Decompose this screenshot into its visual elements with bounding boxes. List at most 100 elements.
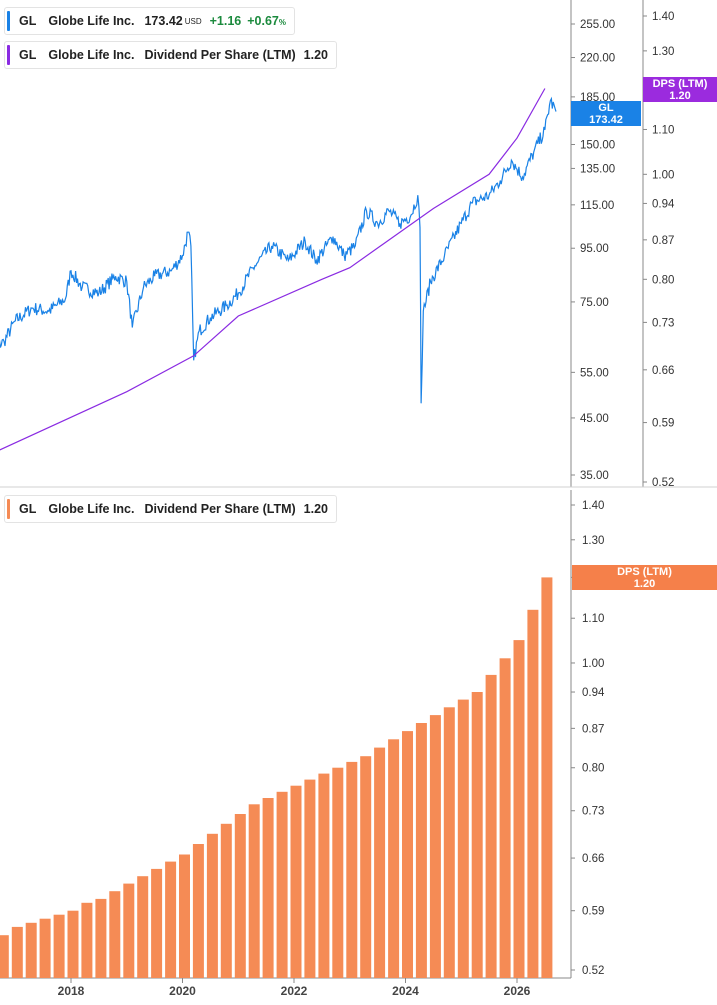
price-tick-label: 220.00: [580, 53, 615, 65]
dps-bar: [192, 844, 204, 978]
dps-bar: [262, 798, 274, 978]
dps-bottom-tick-label: 1.30: [582, 535, 604, 547]
price-tick-label: 95.00: [580, 243, 609, 255]
dps-bar: [53, 914, 65, 978]
legend-metric: Dividend Per Share (LTM): [144, 48, 296, 62]
price-tick-label: 55.00: [580, 367, 609, 379]
dps-bar: [39, 918, 51, 978]
price-series-line: [0, 96, 557, 404]
legend-currency: USD: [184, 16, 202, 26]
dps-top-tick-label: 0.94: [652, 198, 675, 210]
dps-bar: [0, 935, 9, 978]
dps-bottom-tick-label: 1.40: [582, 500, 604, 512]
dps-top-tick-label: 0.66: [652, 365, 674, 377]
dps-bar: [95, 898, 107, 978]
dps-bottom-tick-label: 0.87: [582, 723, 604, 735]
price-tick-label: 135.00: [580, 163, 615, 175]
price-tick-label: 185.00: [580, 92, 615, 104]
dps-top-tick-label: 0.52: [652, 477, 674, 489]
dps-bar: [527, 609, 539, 978]
dps-bar: [332, 767, 344, 978]
dps-bar: [248, 804, 260, 978]
legend-dps-value: 1.20: [303, 502, 329, 516]
legend-metric: Dividend Per Share (LTM): [144, 502, 296, 516]
dps-bar: [25, 922, 37, 978]
dps-bar-legend[interactable]: GL Globe Life Inc. Dividend Per Share (L…: [4, 495, 338, 523]
dps-bottom-tick-label: 0.66: [582, 853, 604, 865]
dps-top-tick-label: 1.10: [652, 124, 674, 136]
legend-symbol: GL: [19, 502, 37, 516]
x-tick-label: 2022: [281, 984, 308, 998]
dps-bar: [123, 883, 135, 978]
dps-bar: [234, 814, 246, 978]
dps-bottom-tick-label: 1.10: [582, 613, 604, 625]
dps-bar: [151, 868, 163, 978]
dps-bottom-tag-label: DPS (LTM): [617, 566, 672, 578]
dps-bottom-tag-value: 1.20: [633, 578, 656, 590]
dps-top-tick-label: 0.87: [652, 235, 674, 247]
dps-panel: 0.52 0.59 0.66 0.73 0.80 0.87 0.94 1.00 1.10 1.20…: [0, 490, 605, 998]
dps-bar: [443, 707, 455, 978]
dps-bar-legend-color: [7, 499, 10, 519]
dps-bar: [388, 739, 400, 978]
price-legend[interactable]: GL Globe Life Inc. 173.42 USD +1.16 +0.6…: [4, 7, 296, 35]
legend-dps-value: 1.20: [303, 48, 329, 62]
price-tag-label: GL: [598, 102, 614, 114]
dps-bar: [206, 833, 218, 978]
dps-bar: [109, 891, 121, 978]
dps-bar: [276, 791, 288, 978]
dps-bottom-tick-label: 0.59: [582, 906, 604, 918]
dps-bottom-tick-label: 1.00: [582, 658, 604, 670]
dps-bottom-tick-label: 0.94: [582, 687, 605, 699]
dps-bar: [485, 674, 497, 978]
dps-top-tick-label: 1.40: [652, 11, 674, 23]
dps-top-tick-label: 0.80: [652, 274, 674, 286]
price-tag-value: 173.42: [589, 114, 623, 126]
x-tick-label: 2018: [58, 984, 85, 998]
dps-line-legend[interactable]: GL Globe Life Inc. Dividend Per Share (L…: [4, 41, 338, 69]
dps-bar: [499, 658, 511, 978]
dps-top-tick-label: 1.00: [652, 169, 674, 181]
dps-bottom-tick-label: 0.80: [582, 763, 604, 775]
price-tick-label: 150.00: [580, 140, 615, 152]
price-tick-label: 115.00: [580, 200, 614, 212]
dps-top-tag-label: DPS (LTM): [652, 78, 708, 90]
dps-bar: [402, 731, 413, 978]
legend-name: Globe Life Inc.: [48, 48, 135, 62]
price-last-value-tag: GL 173.42: [571, 101, 641, 126]
dps-bar: [179, 854, 190, 978]
dps-bottom-tick-label: 0.73: [582, 806, 604, 818]
price-tick-label: 35.00: [580, 470, 609, 482]
legend-price-value: 173.42: [144, 14, 183, 28]
dps-top-tag-value: 1.20: [669, 90, 691, 102]
dps-top-tick-label: 0.59: [652, 418, 674, 430]
dps-bar: [457, 699, 469, 978]
x-tick-label: 2020: [169, 984, 196, 998]
dps-bar: [415, 723, 427, 978]
price-panel: 35.00 45.00 55.00 75.00 95.00 115.00 135.00 150…: [0, 0, 675, 489]
dps-bottom-tick-label: 0.52: [582, 965, 604, 977]
dps-bar: [137, 876, 149, 978]
legend-change-pct: +0.67%: [247, 14, 287, 28]
dps-top-tick-label: 0.73: [652, 317, 674, 329]
dps-line-last-value-tag: DPS (LTM) 1.20: [643, 77, 717, 102]
dps-bar: [374, 747, 386, 978]
dps-series-line: [0, 88, 546, 451]
dps-bar: [67, 910, 79, 978]
dps-bar-last-value-tag: DPS (LTM) 1.20: [572, 565, 717, 590]
dps-bar: [429, 715, 441, 978]
price-tick-label: 75.00: [580, 297, 609, 309]
x-tick-label: 2026: [504, 984, 531, 998]
legend-name: Globe Life Inc.: [48, 502, 135, 516]
dps-line-legend-color: [7, 45, 10, 65]
price-tick-label: 45.00: [580, 413, 609, 425]
legend-symbol: GL: [19, 14, 37, 28]
legend-symbol: GL: [19, 48, 37, 62]
dps-top-tick-label: 1.30: [652, 46, 674, 58]
legend-name: Globe Life Inc.: [48, 14, 135, 28]
legend-change: +1.16: [209, 14, 242, 28]
dps-bar: [471, 692, 483, 978]
price-legend-color: [7, 11, 10, 31]
dps-bar: [318, 773, 330, 978]
